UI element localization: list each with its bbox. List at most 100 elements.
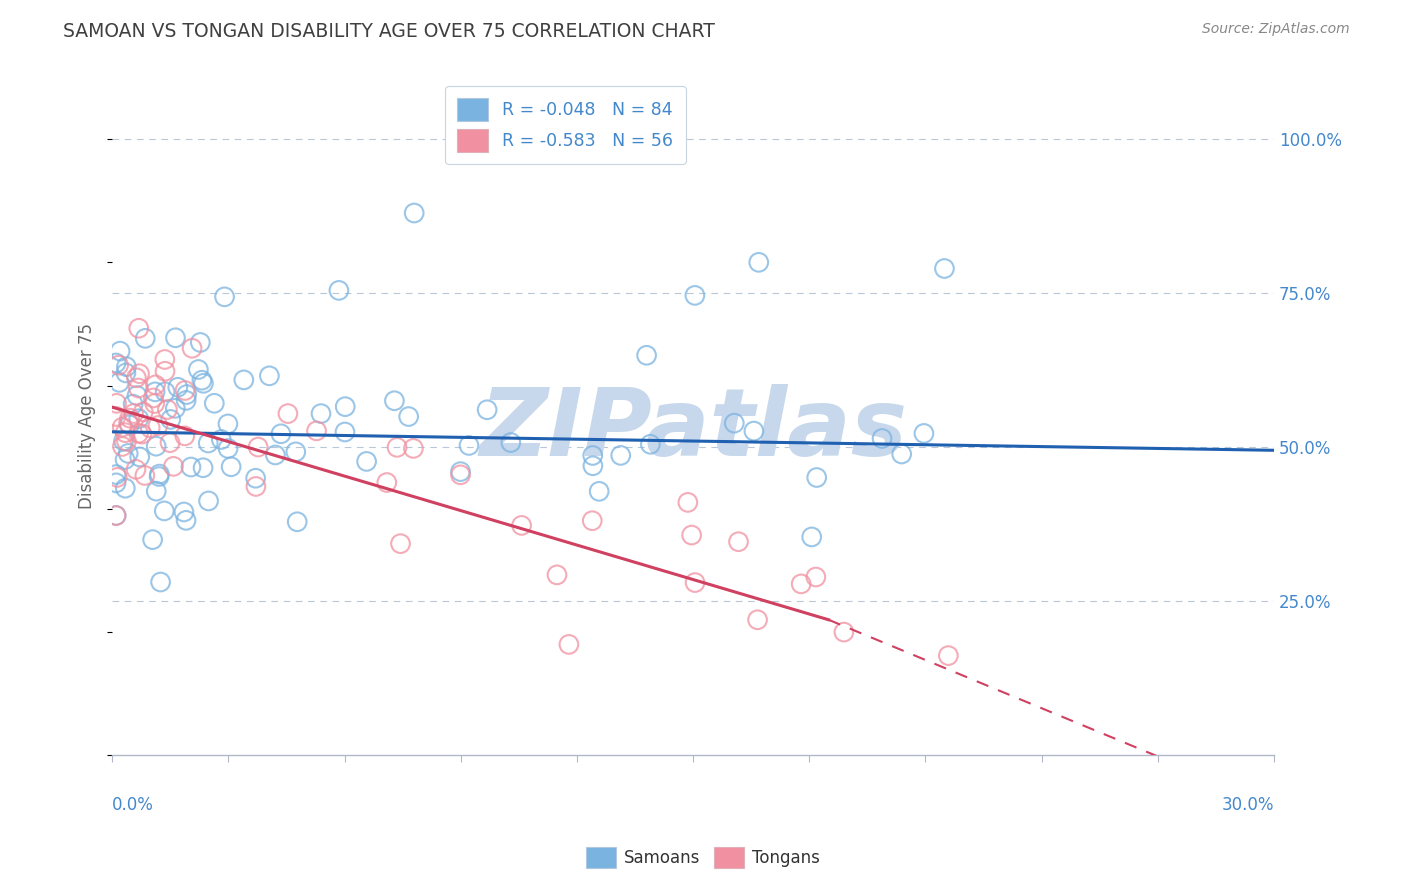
- Point: [259, 368, 281, 383]
- Point: [191, 373, 214, 387]
- Text: 0.0%: 0.0%: [112, 796, 155, 814]
- Point: [173, 505, 195, 519]
- Point: [145, 484, 167, 499]
- Point: [145, 377, 167, 392]
- Point: [727, 534, 749, 549]
- Point: [174, 513, 197, 527]
- Point: [870, 432, 893, 446]
- Point: [108, 344, 131, 359]
- Point: [588, 484, 610, 499]
- Point: [197, 436, 219, 450]
- Point: [277, 407, 299, 421]
- Point: [115, 366, 138, 380]
- Point: [114, 481, 136, 495]
- Point: [385, 441, 408, 455]
- Point: [125, 371, 148, 385]
- Point: [245, 471, 267, 485]
- Point: [193, 376, 215, 391]
- Point: [162, 459, 184, 474]
- Point: [115, 434, 138, 449]
- Point: [105, 409, 128, 424]
- Point: [127, 381, 149, 395]
- Point: [117, 446, 139, 460]
- Text: SAMOAN VS TONGAN DISABILITY AGE OVER 75 CORRELATION CHART: SAMOAN VS TONGAN DISABILITY AGE OVER 75 …: [63, 22, 716, 41]
- Point: [389, 536, 412, 550]
- Point: [458, 438, 481, 452]
- Point: [165, 401, 187, 416]
- Point: [105, 508, 128, 523]
- Point: [747, 613, 769, 627]
- Point: [145, 439, 167, 453]
- Point: [335, 400, 357, 414]
- Point: [328, 284, 350, 298]
- Point: [128, 321, 150, 335]
- Point: [105, 356, 128, 370]
- Point: [450, 467, 472, 482]
- Point: [174, 384, 197, 398]
- Point: [804, 570, 827, 584]
- Point: [111, 439, 134, 453]
- Point: [142, 391, 165, 405]
- Point: [384, 393, 406, 408]
- Point: [356, 454, 378, 468]
- Point: [105, 467, 128, 482]
- Point: [134, 331, 156, 345]
- Point: [173, 429, 195, 443]
- Point: [156, 402, 179, 417]
- Point: [546, 567, 568, 582]
- Point: [153, 384, 176, 399]
- Point: [128, 411, 150, 425]
- Point: [112, 434, 135, 448]
- Point: [176, 387, 198, 401]
- Point: [197, 494, 219, 508]
- Point: [181, 341, 204, 355]
- Point: [217, 442, 239, 456]
- Point: [122, 397, 145, 411]
- Point: [125, 462, 148, 476]
- Point: [742, 424, 765, 438]
- Point: [105, 508, 128, 523]
- Point: [790, 577, 813, 591]
- Point: [723, 416, 745, 430]
- Point: [108, 376, 131, 390]
- Point: [558, 637, 581, 651]
- Point: [159, 412, 181, 426]
- Point: [127, 426, 149, 441]
- Point: [636, 348, 658, 362]
- Point: [609, 449, 631, 463]
- Point: [270, 426, 292, 441]
- Point: [264, 448, 287, 462]
- Point: [305, 424, 328, 438]
- Point: [143, 384, 166, 399]
- Y-axis label: Disability Age Over 75: Disability Age Over 75: [79, 324, 96, 509]
- Point: [153, 352, 176, 367]
- Point: [131, 427, 153, 442]
- Point: [114, 425, 136, 440]
- Point: [105, 396, 128, 410]
- Point: [118, 411, 141, 425]
- Point: [105, 470, 128, 484]
- Point: [125, 388, 148, 402]
- Point: [309, 407, 332, 421]
- Point: [159, 435, 181, 450]
- Point: [806, 470, 828, 484]
- Point: [681, 528, 703, 542]
- Point: [191, 460, 214, 475]
- Point: [404, 206, 426, 220]
- Point: [209, 433, 232, 447]
- Point: [284, 445, 307, 459]
- Point: [510, 518, 533, 533]
- Point: [219, 459, 242, 474]
- Point: [132, 405, 155, 419]
- Point: [174, 393, 197, 408]
- Point: [333, 425, 356, 439]
- Point: [142, 533, 165, 547]
- Point: [581, 514, 603, 528]
- Point: [217, 417, 239, 431]
- Point: [118, 417, 141, 432]
- Point: [128, 367, 150, 381]
- Point: [134, 468, 156, 483]
- Point: [912, 426, 935, 441]
- Point: [499, 435, 522, 450]
- Point: [107, 358, 129, 372]
